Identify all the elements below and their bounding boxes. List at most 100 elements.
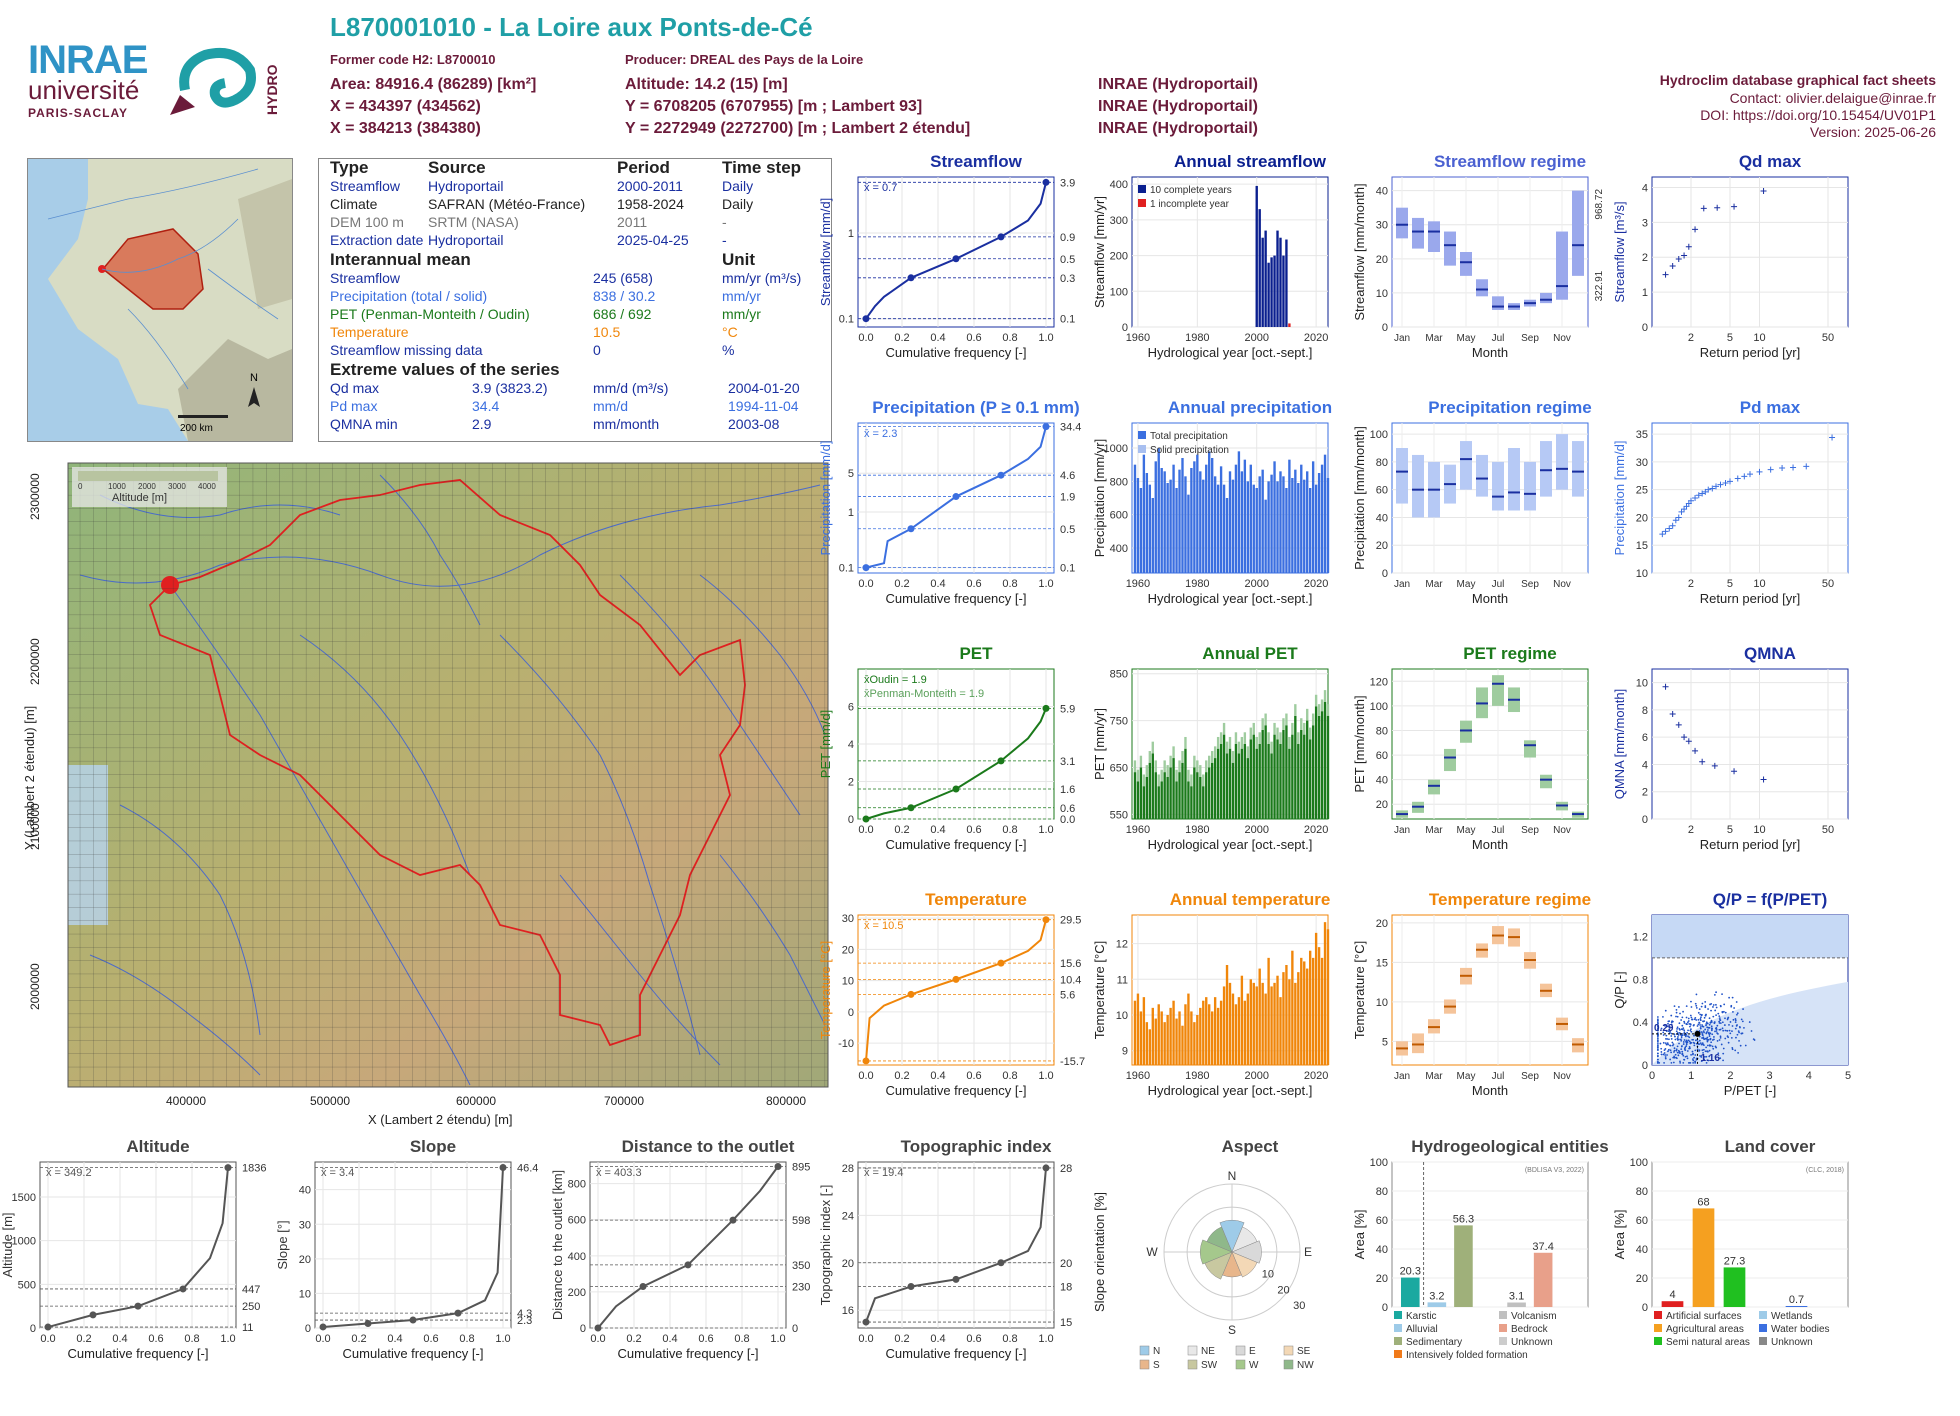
bar — [1243, 744, 1247, 819]
y-tick-label: 6 — [848, 702, 854, 714]
x-tick-label: 2020 — [1304, 824, 1328, 836]
cloud-point — [1670, 1035, 1673, 1037]
cloud-point — [1688, 1046, 1691, 1048]
area-text: Area: 84916.4 (86289) [km²] — [330, 76, 537, 93]
x-tick-label: 0.4 — [930, 332, 945, 344]
right-tick-label: 18 — [1060, 1282, 1072, 1294]
cloud-point — [1702, 1038, 1705, 1040]
box — [1540, 441, 1552, 497]
y-tick-label: 600 — [568, 1215, 586, 1227]
source-2: INRAE (Hydroportail) — [1098, 98, 1258, 115]
bar — [1255, 185, 1258, 327]
x-tick-label: Jul — [1492, 579, 1505, 590]
chart-temp_cdf: 0.0 0.2 0.4 0.6 0.8 1.0 -10 0 10 20 30 29.5 15.6 10.4… — [818, 913, 1085, 1098]
data-point — [1790, 464, 1797, 471]
y-tick-label: 100 — [1370, 429, 1388, 441]
map-xlabel: X (Lambert 2 étendu) [m] — [368, 1112, 513, 1127]
cloud-point — [1677, 1036, 1679, 1038]
right-tick-label: 2.3 — [517, 1315, 532, 1327]
bar — [1294, 469, 1297, 573]
x-tick-label: Jul — [1492, 333, 1505, 344]
cloud-point — [1716, 1024, 1719, 1027]
cloud-point — [1673, 1005, 1676, 1008]
cloud-point — [1734, 1021, 1737, 1023]
right-tick-label: 1836 — [242, 1163, 266, 1175]
data-point — [1685, 243, 1692, 250]
doi-link[interactable]: DOI: https://doi.org/10.15454/UV01P1 — [1700, 107, 1936, 123]
data-point — [1666, 525, 1673, 532]
y-tick-label: 2 — [1642, 787, 1648, 799]
right-tick-label: 0.5 — [1060, 524, 1075, 536]
cloud-point — [1734, 1019, 1737, 1022]
cloud-point — [1656, 1052, 1659, 1055]
y-tick-label: 60 — [1376, 485, 1388, 497]
data-point — [862, 1318, 870, 1326]
bar — [1294, 982, 1297, 1065]
cloud-point — [1690, 1028, 1692, 1031]
cloud-point — [1668, 1038, 1670, 1041]
data-point — [1760, 187, 1767, 194]
bar — [1219, 744, 1223, 819]
cloud-point — [1715, 1014, 1717, 1016]
cloud-point — [1732, 1011, 1734, 1013]
cloud-point — [1682, 1027, 1685, 1030]
data-point — [1042, 916, 1050, 924]
chart-title-annual_precip: Annual precipitation — [1167, 398, 1333, 417]
bar — [1255, 986, 1258, 1065]
data-point — [952, 975, 960, 983]
bar-alt — [1228, 736, 1232, 749]
cloud-point — [1738, 1025, 1741, 1028]
box — [1428, 779, 1440, 795]
cloud-point — [1705, 1023, 1708, 1025]
bar — [1288, 748, 1291, 819]
cloud-point — [1699, 1026, 1702, 1028]
x-tick-label: 0.8 — [734, 1333, 749, 1345]
cloud-point — [1704, 1014, 1707, 1017]
cloud-point — [1699, 1019, 1702, 1022]
cloud-point — [1722, 1059, 1724, 1062]
info-header-3: Time step — [722, 158, 802, 177]
data-point — [1741, 473, 1748, 480]
bar-alt — [1145, 765, 1149, 777]
right-tick-label: 350 — [792, 1260, 810, 1272]
bar — [1326, 929, 1330, 1065]
y-axis-label: Temperature [°C] — [1092, 941, 1107, 1039]
y-tick-label: 100 — [1370, 701, 1388, 713]
data-point — [1713, 483, 1720, 490]
box — [1460, 441, 1472, 490]
right-tick-label: 0.6 — [1060, 803, 1075, 815]
cloud-point — [1741, 1032, 1744, 1035]
map-ylabel: Y (Lambert 2 étendu) [m] — [22, 705, 37, 850]
legend-label: SW — [1201, 1360, 1218, 1371]
cloud-point — [1740, 1018, 1743, 1021]
bar — [1255, 488, 1258, 573]
cloud-point — [1724, 1037, 1727, 1040]
info-row-period: 2025-04-25 — [617, 232, 689, 248]
data-point — [1829, 434, 1836, 441]
legend-swatch — [1235, 1359, 1246, 1370]
bar — [1303, 961, 1306, 1065]
cloud-point — [1683, 1029, 1686, 1032]
cloud-point — [1667, 1043, 1669, 1046]
legend-swatch — [1139, 1359, 1150, 1370]
plot-frame — [1651, 668, 1849, 820]
cloud-point — [1713, 1038, 1715, 1041]
data-point — [89, 1311, 97, 1319]
series-line — [865, 707, 1047, 820]
plot-frame — [1651, 1161, 1849, 1308]
cloud-point — [1681, 1050, 1684, 1053]
cloud-point — [1688, 1023, 1691, 1025]
info-row-period: 1958-2024 — [617, 196, 684, 212]
y-axis-label: Area [%] — [1612, 1210, 1627, 1260]
bar — [1311, 461, 1315, 573]
x-tick-label: 1 — [1688, 1070, 1694, 1082]
box — [1572, 441, 1584, 497]
cloud-point — [1656, 1034, 1659, 1037]
x-tick-label: 1.0 — [1038, 824, 1053, 836]
page-title: L870001010 - La Loire aux Ponts-de-Cé — [330, 12, 813, 42]
bar — [1267, 957, 1270, 1065]
bar — [1175, 1018, 1178, 1065]
data-point — [1760, 776, 1767, 783]
cloud-point — [1668, 1025, 1671, 1028]
